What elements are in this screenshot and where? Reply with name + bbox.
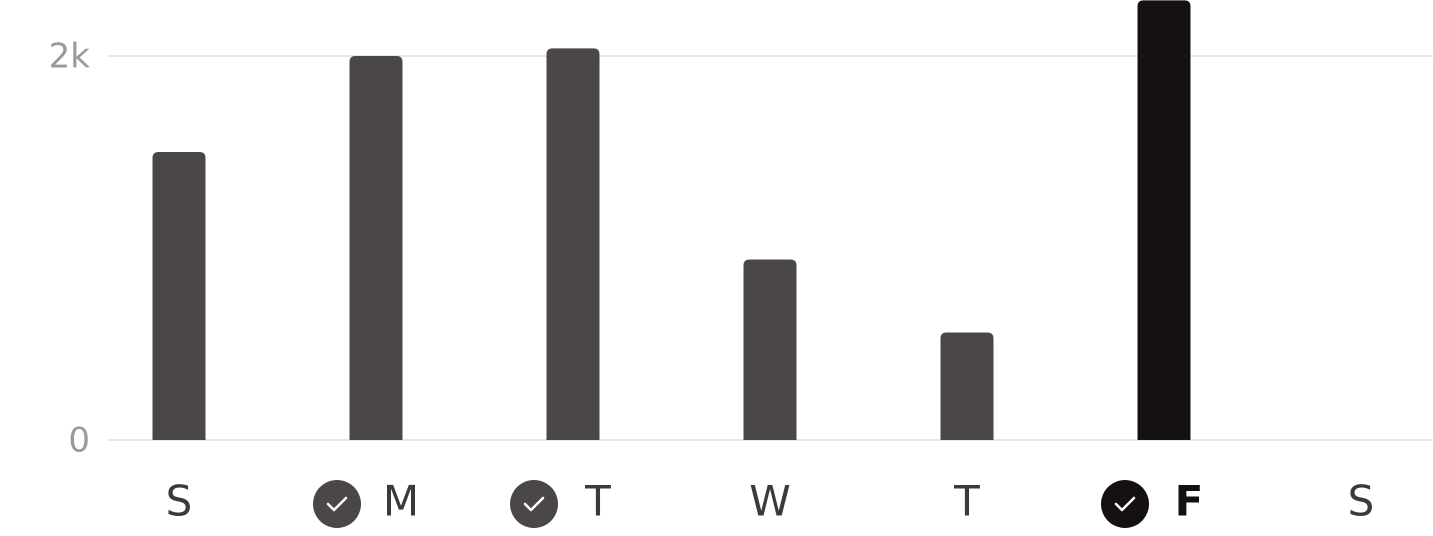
- x-tick-label: F: [1175, 477, 1204, 526]
- check-circle: [1101, 480, 1149, 528]
- x-tick-label: T: [584, 477, 611, 526]
- bar: [743, 259, 797, 440]
- check-icon: [523, 496, 545, 512]
- check-circle: [313, 480, 361, 528]
- check-icon: [1114, 496, 1136, 512]
- x-tick-label: M: [383, 477, 419, 526]
- x-tick-label: S: [166, 477, 193, 526]
- check-circle: [510, 480, 558, 528]
- x-tick-label: S: [1348, 477, 1375, 526]
- bar: [940, 332, 994, 440]
- bar: [546, 48, 600, 441]
- bar: [152, 152, 206, 441]
- bar: [349, 56, 403, 440]
- x-tick-label: W: [749, 477, 791, 526]
- y-tick-label: 0: [68, 421, 90, 461]
- bar: [1137, 0, 1191, 441]
- x-tick-label: T: [953, 477, 980, 526]
- check-icon: [326, 496, 348, 512]
- y-tick-label: 2k: [49, 37, 91, 77]
